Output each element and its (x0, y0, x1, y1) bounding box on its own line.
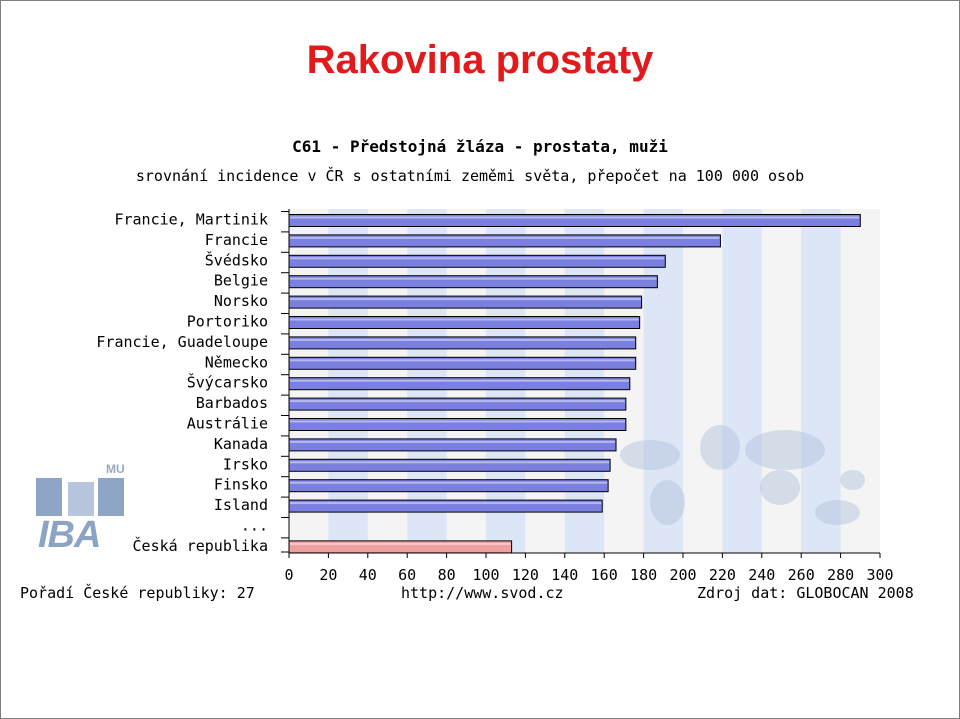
category-label: Francie (205, 231, 268, 249)
bar-sheen (290, 359, 635, 362)
x-tick-label: 180 (630, 566, 657, 584)
bar (288, 254, 666, 268)
bar (288, 377, 631, 391)
category-label: Kanada (214, 435, 268, 453)
bar-sheen (290, 440, 616, 443)
x-tick-label: 280 (827, 566, 854, 584)
bar-sheen (290, 318, 639, 321)
bar-sheen (290, 298, 641, 301)
x-tick-label: 20 (319, 566, 337, 584)
bar (288, 397, 627, 411)
category-label: Německo (205, 353, 268, 371)
bar-sheen (290, 542, 511, 545)
bar-sheen (290, 379, 629, 382)
category-label: Švédsko (205, 250, 268, 269)
world-map-shape (840, 470, 865, 490)
chart-subtitle: srovnání incidence v ČR s ostatními země… (135, 167, 805, 185)
category-label: Finsko (214, 476, 268, 494)
bar-highlight (288, 540, 513, 554)
bar (288, 356, 637, 370)
data-source: Zdroj dat: GLOBOCAN 2008 (697, 584, 914, 602)
bar (288, 214, 861, 227)
category-label: Austrálie (187, 415, 268, 433)
x-tick-label: 200 (669, 566, 696, 584)
world-map-shape (745, 430, 825, 470)
category-label: Francie, Guadeloupe (96, 333, 268, 351)
x-tick-label: 80 (438, 566, 456, 584)
bar-sheen (290, 216, 860, 219)
bar (288, 295, 643, 309)
world-map-shape (760, 470, 800, 505)
x-tick-label: 120 (512, 566, 539, 584)
grid-band (722, 209, 762, 553)
category-label: Portoriko (187, 313, 268, 331)
bar-sheen (290, 461, 610, 464)
x-tick-label: 260 (788, 566, 815, 584)
category-label: Švýcarsko (187, 373, 268, 392)
world-map-shape (620, 440, 680, 470)
world-map-shape (700, 425, 740, 470)
category-label: Česká republika (133, 536, 268, 555)
x-tick-label: 40 (359, 566, 377, 584)
logo-iba-text: IBA (38, 514, 101, 556)
category-label: Irsko (223, 455, 268, 473)
grid-band (801, 209, 841, 553)
bar (288, 336, 637, 350)
bar-sheen (290, 481, 608, 484)
bar (288, 418, 627, 431)
slide-title: Rakovina prostaty (306, 38, 654, 82)
logo-mu-text: MU (106, 462, 125, 476)
logo-shape (36, 478, 62, 516)
bar (288, 275, 658, 289)
x-tick-label: 160 (591, 566, 618, 584)
bar (288, 438, 617, 452)
category-label: ... (241, 517, 268, 535)
iba-logo: MU IBA (30, 462, 130, 557)
bar (288, 479, 609, 493)
rank-text: Pořadí České republiky: 27 (20, 584, 255, 602)
category-label: Belgie (214, 272, 268, 290)
x-tick-label: 240 (748, 566, 775, 584)
logo-shape (98, 478, 124, 516)
category-label: Barbados (196, 394, 268, 412)
bar-sheen (290, 277, 657, 280)
x-tick-label: 0 (284, 566, 293, 584)
bar-sheen (290, 338, 635, 341)
bar-sheen (290, 420, 625, 423)
category-label: Island (214, 496, 268, 514)
bar (288, 316, 641, 329)
source-url[interactable]: http://www.svod.cz (401, 584, 564, 602)
bar (288, 458, 611, 472)
category-label: Norsko (214, 292, 268, 310)
world-map-shape (650, 480, 685, 525)
bar-sheen (290, 502, 602, 505)
x-tick-label: 60 (398, 566, 416, 584)
x-tick-label: 300 (866, 566, 893, 584)
bar-sheen (290, 236, 720, 239)
bar (288, 234, 721, 248)
x-tick-label: 140 (551, 566, 578, 584)
x-tick-label: 220 (709, 566, 736, 584)
logo-shape (68, 482, 94, 516)
bar (288, 499, 603, 513)
world-map-shape (815, 500, 860, 525)
x-tick-label: 100 (472, 566, 499, 584)
bar-sheen (290, 400, 625, 403)
category-label: Francie, Martinik (114, 211, 268, 229)
chart-title: C61 - Předstojná žláza - prostata, muži (292, 137, 668, 156)
bar-sheen (290, 257, 665, 260)
